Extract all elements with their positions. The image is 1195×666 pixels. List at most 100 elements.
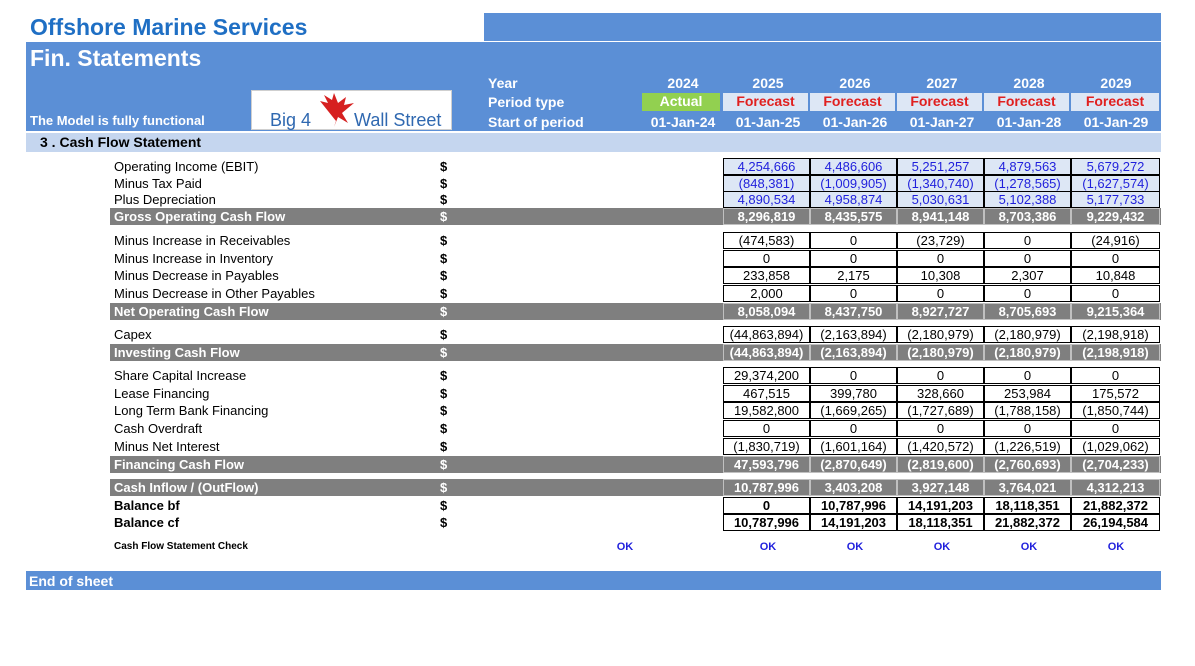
value-cell[interactable]: 10,848: [1071, 267, 1160, 284]
value-cell[interactable]: 0: [984, 420, 1071, 437]
currency-symbol: $: [440, 386, 448, 401]
row-label: Minus Increase in Inventory: [114, 251, 273, 266]
currency-symbol: $: [440, 498, 448, 513]
row-label: Balance bf: [114, 498, 180, 513]
currency-symbol: $: [440, 368, 448, 383]
value-cell[interactable]: (1,009,905): [810, 175, 897, 192]
value-cell[interactable]: 0: [1071, 250, 1160, 267]
big4-wallstreet-logo[interactable]: Big 4 Wall Street: [251, 90, 452, 130]
currency-symbol: $: [440, 403, 448, 418]
section-title: 3 . Cash Flow Statement: [40, 134, 202, 150]
value-cell[interactable]: 10,308: [897, 267, 984, 284]
value-cell[interactable]: (1,601,164): [810, 438, 897, 455]
period-type-forecast: Forecast: [1071, 93, 1159, 111]
value-cell[interactable]: (1,420,572): [897, 438, 984, 455]
value-cell[interactable]: 0: [810, 420, 897, 437]
currency-symbol: $: [440, 209, 448, 224]
value-cell[interactable]: (2,180,979): [897, 326, 984, 343]
value-cell[interactable]: 19,582,800: [723, 402, 810, 419]
value-cell[interactable]: (44,863,894): [723, 326, 810, 343]
value-cell[interactable]: 4,958,874: [810, 191, 897, 208]
value-cell[interactable]: 0: [897, 420, 984, 437]
value-cell[interactable]: (1,727,689): [897, 402, 984, 419]
value-cell[interactable]: (1,788,158): [984, 402, 1071, 419]
value-cell[interactable]: 4,890,534: [723, 191, 810, 208]
value-cell[interactable]: (1,029,062): [1071, 438, 1160, 455]
value-cell[interactable]: 0: [1071, 285, 1160, 302]
value-cell[interactable]: 2,175: [810, 267, 897, 284]
total-value-cell: 8,058,094: [723, 303, 810, 320]
check-ok: OK: [759, 541, 777, 553]
value-cell[interactable]: (2,198,918): [1071, 326, 1160, 343]
value-cell[interactable]: 5,177,733: [1071, 191, 1160, 208]
row-label: Lease Financing: [114, 386, 210, 401]
value-cell[interactable]: 5,102,388: [984, 191, 1071, 208]
value-cell[interactable]: (1,627,574): [1071, 175, 1160, 192]
value-cell[interactable]: 4,879,563: [984, 158, 1071, 175]
total-value-cell: (2,704,233): [1071, 456, 1160, 473]
currency-symbol: $: [440, 480, 448, 495]
company-title: Offshore Marine Services: [30, 14, 308, 40]
value-cell[interactable]: 4,254,666: [723, 158, 810, 175]
value-cell[interactable]: 2,000: [723, 285, 810, 302]
header-band-sheet: [26, 42, 1161, 71]
value-cell[interactable]: 175,572: [1071, 385, 1160, 402]
value-cell[interactable]: (1,278,565): [984, 175, 1071, 192]
value-cell[interactable]: 2,307: [984, 267, 1071, 284]
value-cell[interactable]: 0: [897, 367, 984, 384]
value-cell[interactable]: (1,669,265): [810, 402, 897, 419]
value-cell[interactable]: 328,660: [897, 385, 984, 402]
currency-symbol: $: [440, 192, 448, 207]
total-value-cell: (2,180,979): [897, 344, 984, 361]
value-cell: 14,191,203: [810, 514, 897, 531]
value-cell[interactable]: 0: [1071, 367, 1160, 384]
currency-symbol: $: [440, 457, 448, 472]
currency-symbol: $: [440, 515, 448, 530]
value-cell[interactable]: 0: [984, 232, 1071, 249]
value-cell[interactable]: 0: [723, 250, 810, 267]
period-type-forecast: Forecast: [897, 93, 982, 111]
value-cell[interactable]: 0: [810, 367, 897, 384]
logo-text-left: Big 4: [270, 110, 312, 130]
value-cell[interactable]: 5,251,257: [897, 158, 984, 175]
value-cell[interactable]: (23,729): [897, 232, 984, 249]
year-header: 2026: [839, 75, 871, 91]
value-cell[interactable]: (1,850,744): [1071, 402, 1160, 419]
total-value-cell: 9,215,364: [1071, 303, 1160, 320]
value-cell[interactable]: 399,780: [810, 385, 897, 402]
total-row-bar: [110, 456, 1161, 473]
value-cell[interactable]: 0: [984, 367, 1071, 384]
value-cell[interactable]: 0: [810, 285, 897, 302]
value-cell[interactable]: (474,583): [723, 232, 810, 249]
year-label: Year: [488, 75, 518, 91]
value-cell[interactable]: 4,486,606: [810, 158, 897, 175]
value-cell[interactable]: 5,679,272: [1071, 158, 1160, 175]
row-label: Minus Net Interest: [114, 439, 220, 454]
value-cell[interactable]: 0: [1071, 420, 1160, 437]
value-cell[interactable]: 0: [984, 250, 1071, 267]
value-cell[interactable]: 0: [810, 232, 897, 249]
value-cell[interactable]: 0: [897, 285, 984, 302]
row-label: Minus Increase in Receivables: [114, 233, 291, 248]
value-cell[interactable]: (1,830,719): [723, 438, 810, 455]
value-cell[interactable]: (2,163,894): [810, 326, 897, 343]
value-cell[interactable]: (24,916): [1071, 232, 1160, 249]
value-cell[interactable]: 253,984: [984, 385, 1071, 402]
value-cell[interactable]: 0: [897, 250, 984, 267]
value-cell[interactable]: 5,030,631: [897, 191, 984, 208]
total-row-label: Gross Operating Cash Flow: [114, 209, 286, 224]
value-cell[interactable]: 0: [984, 285, 1071, 302]
value-cell[interactable]: 0: [723, 420, 810, 437]
value-cell[interactable]: 467,515: [723, 385, 810, 402]
value-cell[interactable]: (2,180,979): [984, 326, 1071, 343]
total-value-cell: (2,870,649): [810, 456, 897, 473]
total-value-cell: 4,312,213: [1071, 479, 1160, 496]
value-cell[interactable]: 233,858: [723, 267, 810, 284]
value-cell[interactable]: (848,381): [723, 175, 810, 192]
total-value-cell: 8,941,148: [897, 208, 984, 225]
check-ok: OK: [846, 541, 864, 553]
value-cell[interactable]: 0: [810, 250, 897, 267]
value-cell[interactable]: (1,340,740): [897, 175, 984, 192]
value-cell[interactable]: 29,374,200: [723, 367, 810, 384]
value-cell[interactable]: (1,226,519): [984, 438, 1071, 455]
